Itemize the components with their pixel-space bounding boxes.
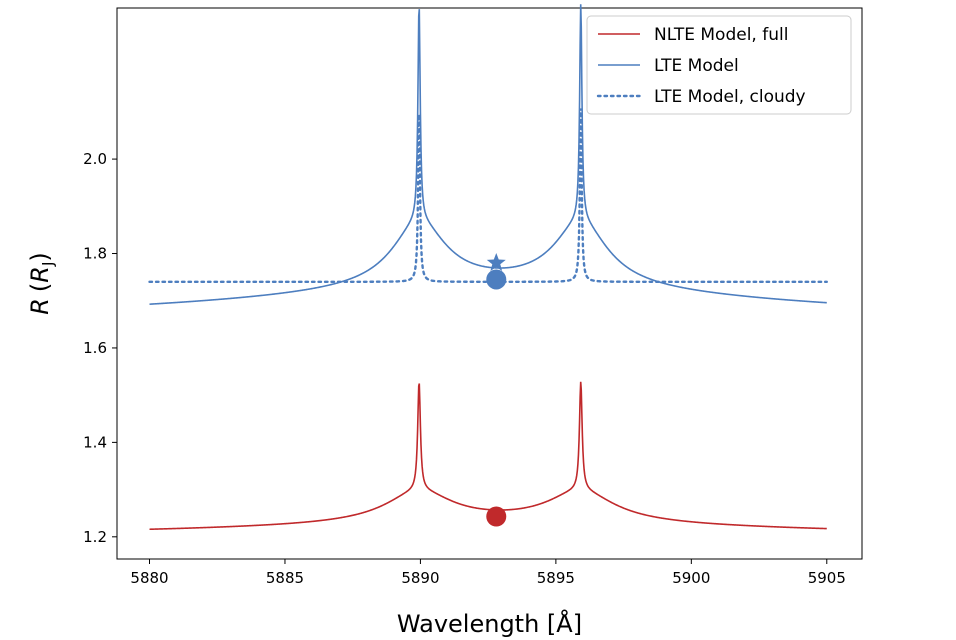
plot-area	[116, 7, 863, 560]
y-tick-label: 1.6	[83, 339, 107, 357]
series-line-2	[148, 108, 828, 284]
x-tick-label: 5885	[266, 569, 304, 587]
marker-star	[486, 252, 506, 272]
x-tick-label: 5905	[808, 569, 846, 587]
x-axis-label: Wavelength [Å]	[397, 609, 582, 638]
marker-circle	[486, 269, 507, 290]
y-tick-label: 1.2	[83, 528, 107, 546]
x-tick-label: 5900	[672, 569, 710, 587]
x-axis-ticks: 5880 5885 5890 5895 5900 5905	[130, 559, 846, 587]
y-axis-label: R(RJ)	[26, 252, 57, 315]
legend: NLTE Model, full LTE Model LTE Model, clou…	[586, 15, 852, 115]
x-tick-label: 5895	[537, 569, 575, 587]
x-tick-label: 5890	[401, 569, 439, 587]
series-line-1	[149, 4, 827, 305]
plot-frame	[116, 7, 863, 560]
legend-label-2: LTE Model, cloudy	[654, 87, 806, 107]
marker-circle	[486, 506, 507, 527]
markers-group	[486, 252, 507, 527]
y-tick-label: 1.4	[83, 433, 107, 451]
legend-frame	[586, 15, 852, 115]
x-tick-label: 5880	[130, 569, 168, 587]
series-line-0	[149, 381, 827, 531]
legend-label-1: LTE Model	[654, 56, 739, 76]
y-axis-label-unit-sub: J	[39, 262, 57, 267]
y-axis-ticks: 1.2 1.4 1.6 1.8 2.0	[83, 150, 117, 546]
y-axis-label-symbol: R	[26, 298, 54, 315]
series-group	[148, 4, 828, 531]
legend-label-0: NLTE Model, full	[654, 25, 788, 45]
y-tick-label: 1.8	[83, 245, 107, 263]
y-axis-label-unit: R	[26, 266, 54, 283]
y-tick-label: 2.0	[83, 150, 107, 168]
